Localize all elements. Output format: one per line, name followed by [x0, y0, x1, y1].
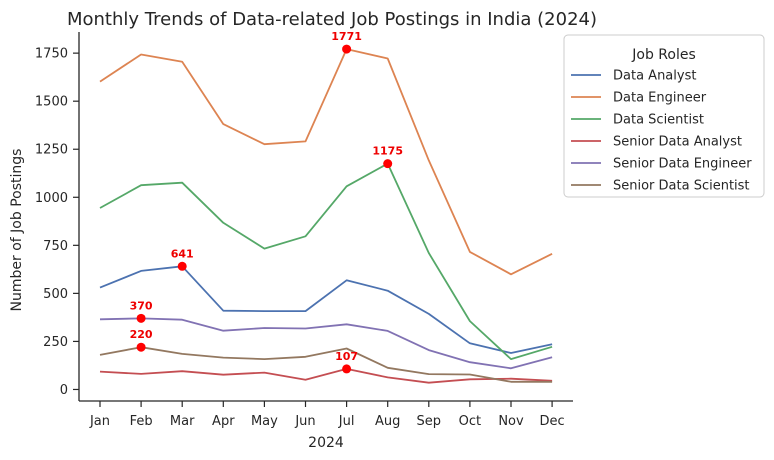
y-tick-label: 1500	[35, 95, 68, 110]
legend: Job Roles Data Analyst Data Engineer Data …	[563, 34, 765, 198]
y-tick-label: 0	[60, 383, 68, 398]
x-tick-label: Apr	[212, 414, 235, 429]
legend-frame	[563, 34, 765, 198]
peak-marker	[383, 159, 393, 169]
x-tick-label: Sep	[417, 414, 442, 429]
peak-marker	[177, 261, 187, 271]
x-tick-label: Feb	[130, 414, 153, 429]
y-tick-label: 750	[43, 239, 68, 254]
legend-entry: Senior Data Engineer	[613, 157, 752, 172]
annotation-layer: 1771 1175 641 370 220 107	[130, 30, 403, 374]
y-tick-label: 1000	[35, 191, 68, 206]
y-tick-label: 250	[43, 335, 68, 350]
axes: Jan Feb Mar Apr May Jun Jul Aug Sep Oct Nov Dec 0 250…	[35, 32, 573, 429]
x-tick-label: Jan	[89, 414, 110, 429]
peak-marker	[342, 364, 352, 374]
y-tick-label: 500	[43, 287, 68, 302]
series-line-senior-data-engineer	[99, 317, 553, 370]
legend-entry: Senior Data Scientist	[613, 179, 750, 194]
x-tick-label: Dec	[540, 414, 565, 429]
peak-label: 1771	[331, 30, 362, 43]
y-tick-label: 1750	[35, 47, 68, 62]
x-tick-label: May	[251, 414, 278, 429]
peak-label: 1175	[372, 145, 403, 158]
peak-label: 107	[335, 350, 358, 363]
series-layer	[99, 48, 553, 384]
y-tick-label: 1250	[35, 143, 68, 158]
x-tick-label: Jun	[294, 414, 315, 429]
legend-entry: Senior Data Analyst	[613, 135, 742, 150]
peak-label: 641	[171, 247, 194, 260]
legend-entry: Data Scientist	[613, 113, 704, 128]
series-line-senior-data-scientist	[99, 346, 553, 383]
peak-marker	[342, 44, 352, 54]
chart-title: Monthly Trends of Data-related Job Posti…	[67, 9, 597, 30]
series-line-senior-data-analyst	[99, 367, 553, 384]
x-tick-label: Nov	[498, 414, 524, 429]
series-line-data-analyst	[99, 265, 553, 354]
peak-marker	[136, 342, 146, 352]
x-axis-label: 2024	[308, 435, 344, 451]
x-tick-label: Jul	[338, 414, 355, 429]
x-tick-label: Oct	[459, 414, 481, 429]
legend-entry: Data Analyst	[613, 69, 696, 84]
legend-title: Job Roles	[631, 47, 696, 63]
x-tick-label: Mar	[170, 414, 195, 429]
x-tick-label: Aug	[375, 414, 400, 429]
y-axis-label: Number of Job Postings	[9, 149, 25, 312]
peak-marker	[136, 313, 146, 323]
legend-entry: Data Engineer	[613, 91, 707, 106]
peak-label: 370	[130, 299, 153, 312]
series-line-data-engineer	[99, 48, 553, 276]
peak-label: 220	[130, 328, 153, 341]
series-line-data-scientist	[99, 162, 553, 361]
